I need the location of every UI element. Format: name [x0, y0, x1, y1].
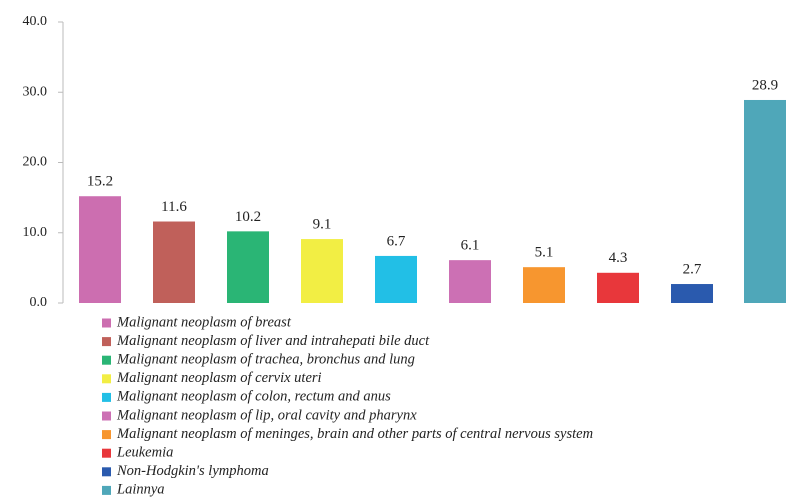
legend-swatch — [102, 430, 111, 440]
legend-swatch — [102, 374, 111, 384]
legend-label: Malignant neoplasm of liver and intrahep… — [116, 333, 430, 349]
legend-label: Leukemia — [116, 445, 173, 461]
legend-swatch — [102, 355, 111, 365]
bar — [449, 260, 491, 303]
y-tick-label: 0.0 — [30, 295, 48, 310]
bar — [153, 221, 195, 303]
legend-label: Malignant neoplasm of cervix uteri — [116, 370, 322, 386]
value-label: 15.2 — [87, 174, 113, 190]
y-tick-label: 30.0 — [23, 84, 48, 99]
y-tick-label: 10.0 — [23, 225, 48, 240]
bar — [301, 239, 343, 303]
legend-swatch — [102, 485, 111, 495]
value-label: 10.2 — [235, 209, 261, 225]
legend-swatch — [102, 392, 111, 402]
value-label: 4.3 — [609, 250, 628, 266]
bar — [671, 284, 713, 303]
value-label: 5.1 — [535, 245, 554, 261]
legend-swatch — [102, 337, 111, 347]
legend-swatch — [102, 318, 111, 328]
y-tick-label: 40.0 — [23, 14, 48, 29]
bar — [597, 272, 639, 303]
bar — [79, 196, 121, 303]
y-tick-label: 20.0 — [23, 155, 48, 170]
legend-label: Malignant neoplasm of breast — [116, 314, 292, 330]
legend-swatch — [102, 411, 111, 421]
legend-label: Malignant neoplasm of colon, rectum and … — [116, 389, 391, 405]
legend-label: Malignant neoplasm of trachea, bronchus … — [116, 352, 415, 368]
value-label: 11.6 — [161, 199, 187, 215]
bar — [227, 231, 269, 303]
bar — [744, 99, 786, 303]
value-label: 2.7 — [683, 261, 702, 277]
value-label: 6.7 — [387, 233, 406, 249]
bar — [375, 255, 417, 303]
legend-label: Malignant neoplasm of lip, oral cavity a… — [116, 407, 417, 423]
bar — [523, 267, 565, 303]
legend-label: Malignant neoplasm of meninges, brain an… — [116, 426, 593, 442]
value-label: 9.1 — [313, 217, 332, 233]
legend-label: Non-Hodgkin's lymphoma — [116, 463, 269, 479]
value-label: 28.9 — [752, 77, 778, 93]
legend-swatch — [102, 448, 111, 458]
value-label: 6.1 — [461, 238, 480, 254]
legend-label: Lainnya — [116, 482, 165, 498]
legend-swatch — [102, 467, 111, 477]
